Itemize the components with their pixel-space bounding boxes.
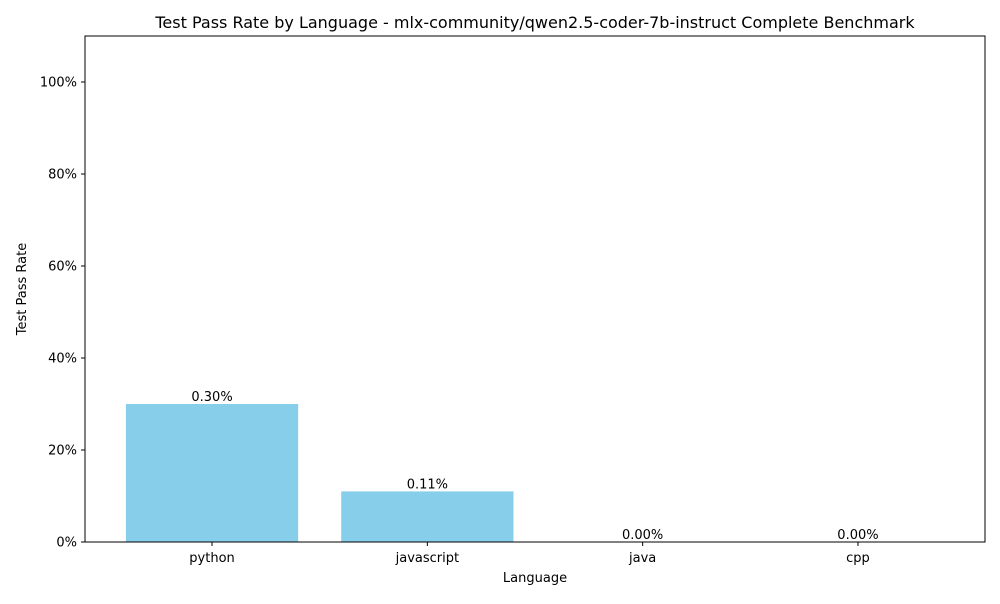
bar-python xyxy=(125,404,299,542)
chart-title: Test Pass Rate by Language - mlx-communi… xyxy=(154,13,915,32)
x-tick-label-javascript: javascript xyxy=(395,551,459,566)
bars-layer xyxy=(125,404,514,542)
y-axis: 0% 20% 40% 60% 80% 100% xyxy=(40,76,85,551)
data-label-python: 0.30% xyxy=(191,390,232,405)
x-axis: python javascript java cpp xyxy=(189,542,870,566)
plot-frame xyxy=(84,35,986,543)
y-tick-label: 0% xyxy=(56,536,77,551)
y-tick-label: 100% xyxy=(40,76,77,91)
y-tick-label: 60% xyxy=(48,260,77,275)
bar-javascript xyxy=(341,491,514,542)
y-tick-label: 80% xyxy=(48,168,77,183)
data-label-java: 0.00% xyxy=(622,528,663,543)
data-label-cpp: 0.00% xyxy=(837,528,878,543)
data-label-javascript: 0.11% xyxy=(407,477,448,492)
x-axis-label: Language xyxy=(503,571,567,586)
data-labels-layer: 0.30% 0.11% 0.00% 0.00% xyxy=(191,390,878,543)
y-axis-label: Test Pass Rate xyxy=(15,243,30,336)
x-tick-label-cpp: cpp xyxy=(846,551,870,566)
y-tick-label: 40% xyxy=(48,352,77,367)
x-tick-label-java: java xyxy=(628,551,656,566)
y-tick-label: 20% xyxy=(48,444,77,459)
x-tick-label-python: python xyxy=(189,551,234,566)
